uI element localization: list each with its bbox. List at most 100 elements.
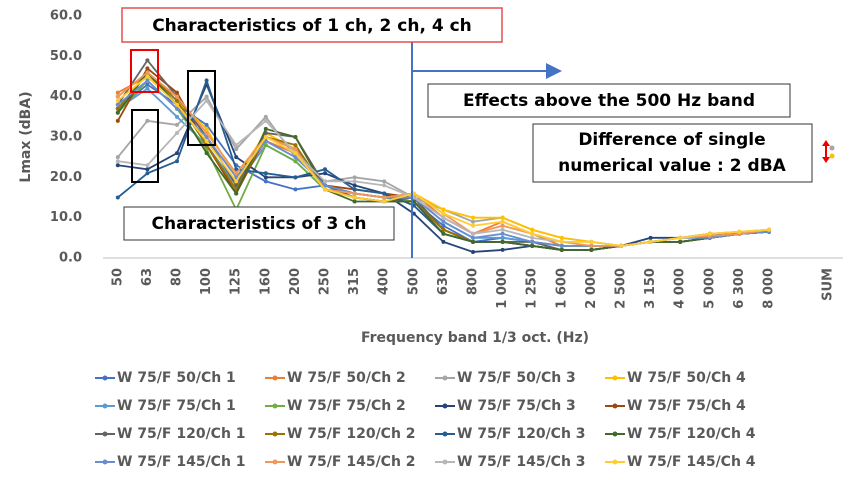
data-point [145, 74, 150, 79]
legend-marker [442, 459, 448, 465]
legend-marker [612, 431, 618, 437]
y-tick-label: 50.0 [50, 49, 82, 64]
x-tick-label: 6 300 [732, 268, 747, 309]
annotation: Effects above the 500 Hz band [463, 91, 755, 111]
data-point [204, 135, 209, 139]
data-point [263, 175, 268, 180]
data-point [293, 147, 298, 152]
data-point [115, 163, 120, 168]
legend-label: W 75/F 145/Ch 2 [287, 454, 416, 470]
data-point [145, 82, 150, 87]
data-point [115, 110, 120, 115]
highlight-box [187, 70, 216, 146]
data-point [145, 167, 150, 172]
data-point [352, 199, 357, 204]
legend-marker [102, 403, 108, 409]
data-point [678, 235, 683, 240]
data-point [441, 227, 446, 232]
data-point [175, 102, 179, 107]
legend-marker [102, 375, 108, 381]
data-point [293, 135, 298, 139]
y-tick-label: 20.0 [50, 170, 82, 185]
legend-label: W 75/F 75/Ch 2 [287, 398, 406, 414]
data-point [234, 191, 239, 196]
data-point [293, 159, 298, 164]
legend-marker [102, 459, 108, 465]
data-point [175, 159, 179, 164]
x-tick-label: 50 [110, 268, 125, 286]
data-point [500, 235, 505, 240]
data-point [471, 249, 475, 254]
data-point [115, 102, 120, 107]
data-point [115, 90, 120, 95]
data-point [263, 179, 268, 184]
data-point [115, 159, 120, 164]
y-tick-label: 0.0 [59, 251, 82, 266]
x-tick-label: 1 000 [495, 268, 510, 309]
legend-label: W 75/F 145/Ch 3 [457, 454, 586, 470]
data-point [323, 171, 327, 176]
legend-marker [272, 431, 278, 437]
legend-label: W 75/F 50/Ch 1 [117, 370, 236, 386]
x-axis-label: Frequency band 1/3 oct. (Hz) [361, 330, 589, 346]
data-point [382, 195, 387, 200]
x-tick-label: 250 [318, 268, 333, 295]
legend-marker [272, 403, 278, 409]
data-point [471, 239, 475, 244]
data-point [323, 167, 327, 172]
legend-marker [102, 431, 108, 437]
data-point [352, 179, 357, 184]
data-point [175, 106, 179, 111]
x-tick-label: 80 [170, 268, 185, 286]
data-point [293, 143, 298, 148]
legend-label: W 75/F 50/Ch 3 [457, 370, 576, 386]
data-point [204, 94, 209, 99]
legend-marker [612, 403, 618, 409]
legend-label: W 75/F 75/Ch 1 [117, 398, 236, 414]
legend-marker [612, 459, 618, 465]
data-point [204, 139, 209, 144]
data-point [441, 215, 446, 220]
annotation: numerical value : 2 dBA [558, 156, 786, 176]
data-point [500, 219, 505, 224]
data-point [471, 219, 475, 224]
data-point [234, 143, 239, 148]
data-point [204, 151, 209, 156]
data-point [175, 114, 179, 119]
data-point [707, 231, 712, 236]
data-point [115, 98, 120, 103]
data-point [145, 70, 150, 75]
data-point [352, 175, 357, 180]
legend-marker [272, 375, 278, 381]
data-point [441, 239, 446, 244]
data-point [471, 231, 475, 236]
data-point [500, 231, 505, 236]
x-tick-label: 4 000 [673, 268, 688, 309]
data-point [559, 235, 564, 240]
data-point [204, 130, 209, 135]
y-tick-label: 60.0 [50, 9, 82, 24]
data-point [293, 151, 298, 156]
data-point [382, 191, 387, 196]
data-point [145, 58, 150, 63]
data-point [530, 243, 535, 248]
data-point [293, 175, 298, 180]
annotation-box [121, 7, 503, 43]
annotation-box [532, 123, 813, 183]
data-point [619, 243, 623, 248]
data-point [115, 106, 120, 111]
data-point [115, 118, 120, 123]
data-point [589, 239, 594, 244]
data-point [234, 171, 239, 176]
data-point [323, 187, 327, 192]
data-point [441, 231, 446, 236]
data-point [175, 94, 179, 99]
data-point [145, 78, 150, 83]
data-point [204, 98, 209, 103]
data-point [263, 114, 268, 119]
data-point [323, 183, 327, 188]
data-point [500, 223, 505, 228]
data-point [263, 143, 268, 148]
legend-label: W 75/F 120/Ch 2 [287, 426, 416, 442]
